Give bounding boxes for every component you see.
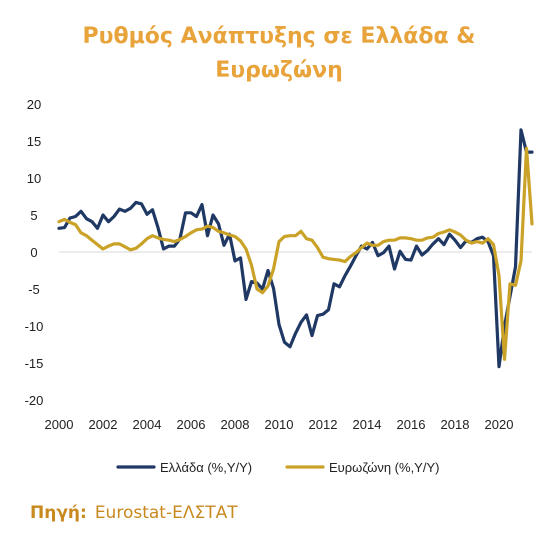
y-tick-label: 0	[30, 245, 37, 260]
source-label: Πηγή:	[30, 503, 87, 523]
x-tick-label: 2012	[309, 417, 338, 432]
x-tick-label: 2010	[265, 417, 294, 432]
x-tick-label: 2020	[485, 417, 514, 432]
source-value: Eurostat-ΕΛΣΤΑΤ	[94, 503, 238, 523]
y-tick-label: -15	[25, 356, 44, 371]
x-tick-label: 2006	[177, 417, 206, 432]
chart-title-line2: Ευρωζώνη	[215, 58, 343, 83]
y-tick-label: -20	[25, 393, 44, 408]
legend-label-eurozone: Ευρωζώνη (%,Υ/Υ)	[329, 460, 439, 475]
legend-label-greece: Ελλάδα (%,Υ/Υ)	[160, 460, 252, 475]
x-tick-label: 2014	[353, 417, 382, 432]
x-tick-label: 2004	[133, 417, 162, 432]
x-tick-label: 2002	[89, 417, 118, 432]
y-tick-label: -10	[25, 319, 44, 334]
series-line-greece	[57, 128, 534, 369]
x-tick-label: 2016	[397, 417, 426, 432]
y-tick-label: 20	[27, 97, 41, 112]
source-note: Πηγή: Eurostat-ΕΛΣΤΑΤ	[30, 503, 238, 523]
y-tick-label: 10	[27, 171, 41, 186]
chart-title-line1: Ρυθμός Ανάπτυξης σε Ελλάδα &	[82, 24, 476, 49]
y-tick-label: -5	[28, 282, 40, 297]
x-tick-label: 2018	[441, 417, 470, 432]
chart-title: Ρυθμός Ανάπτυξης σε Ελλάδα & Ευρωζώνη	[0, 20, 558, 88]
y-tick-label: 5	[30, 208, 37, 223]
x-tick-label: 2000	[45, 417, 74, 432]
y-tick-label: 15	[27, 134, 41, 149]
x-tick-label: 2008	[221, 417, 250, 432]
series-line-eurozone	[57, 146, 534, 361]
